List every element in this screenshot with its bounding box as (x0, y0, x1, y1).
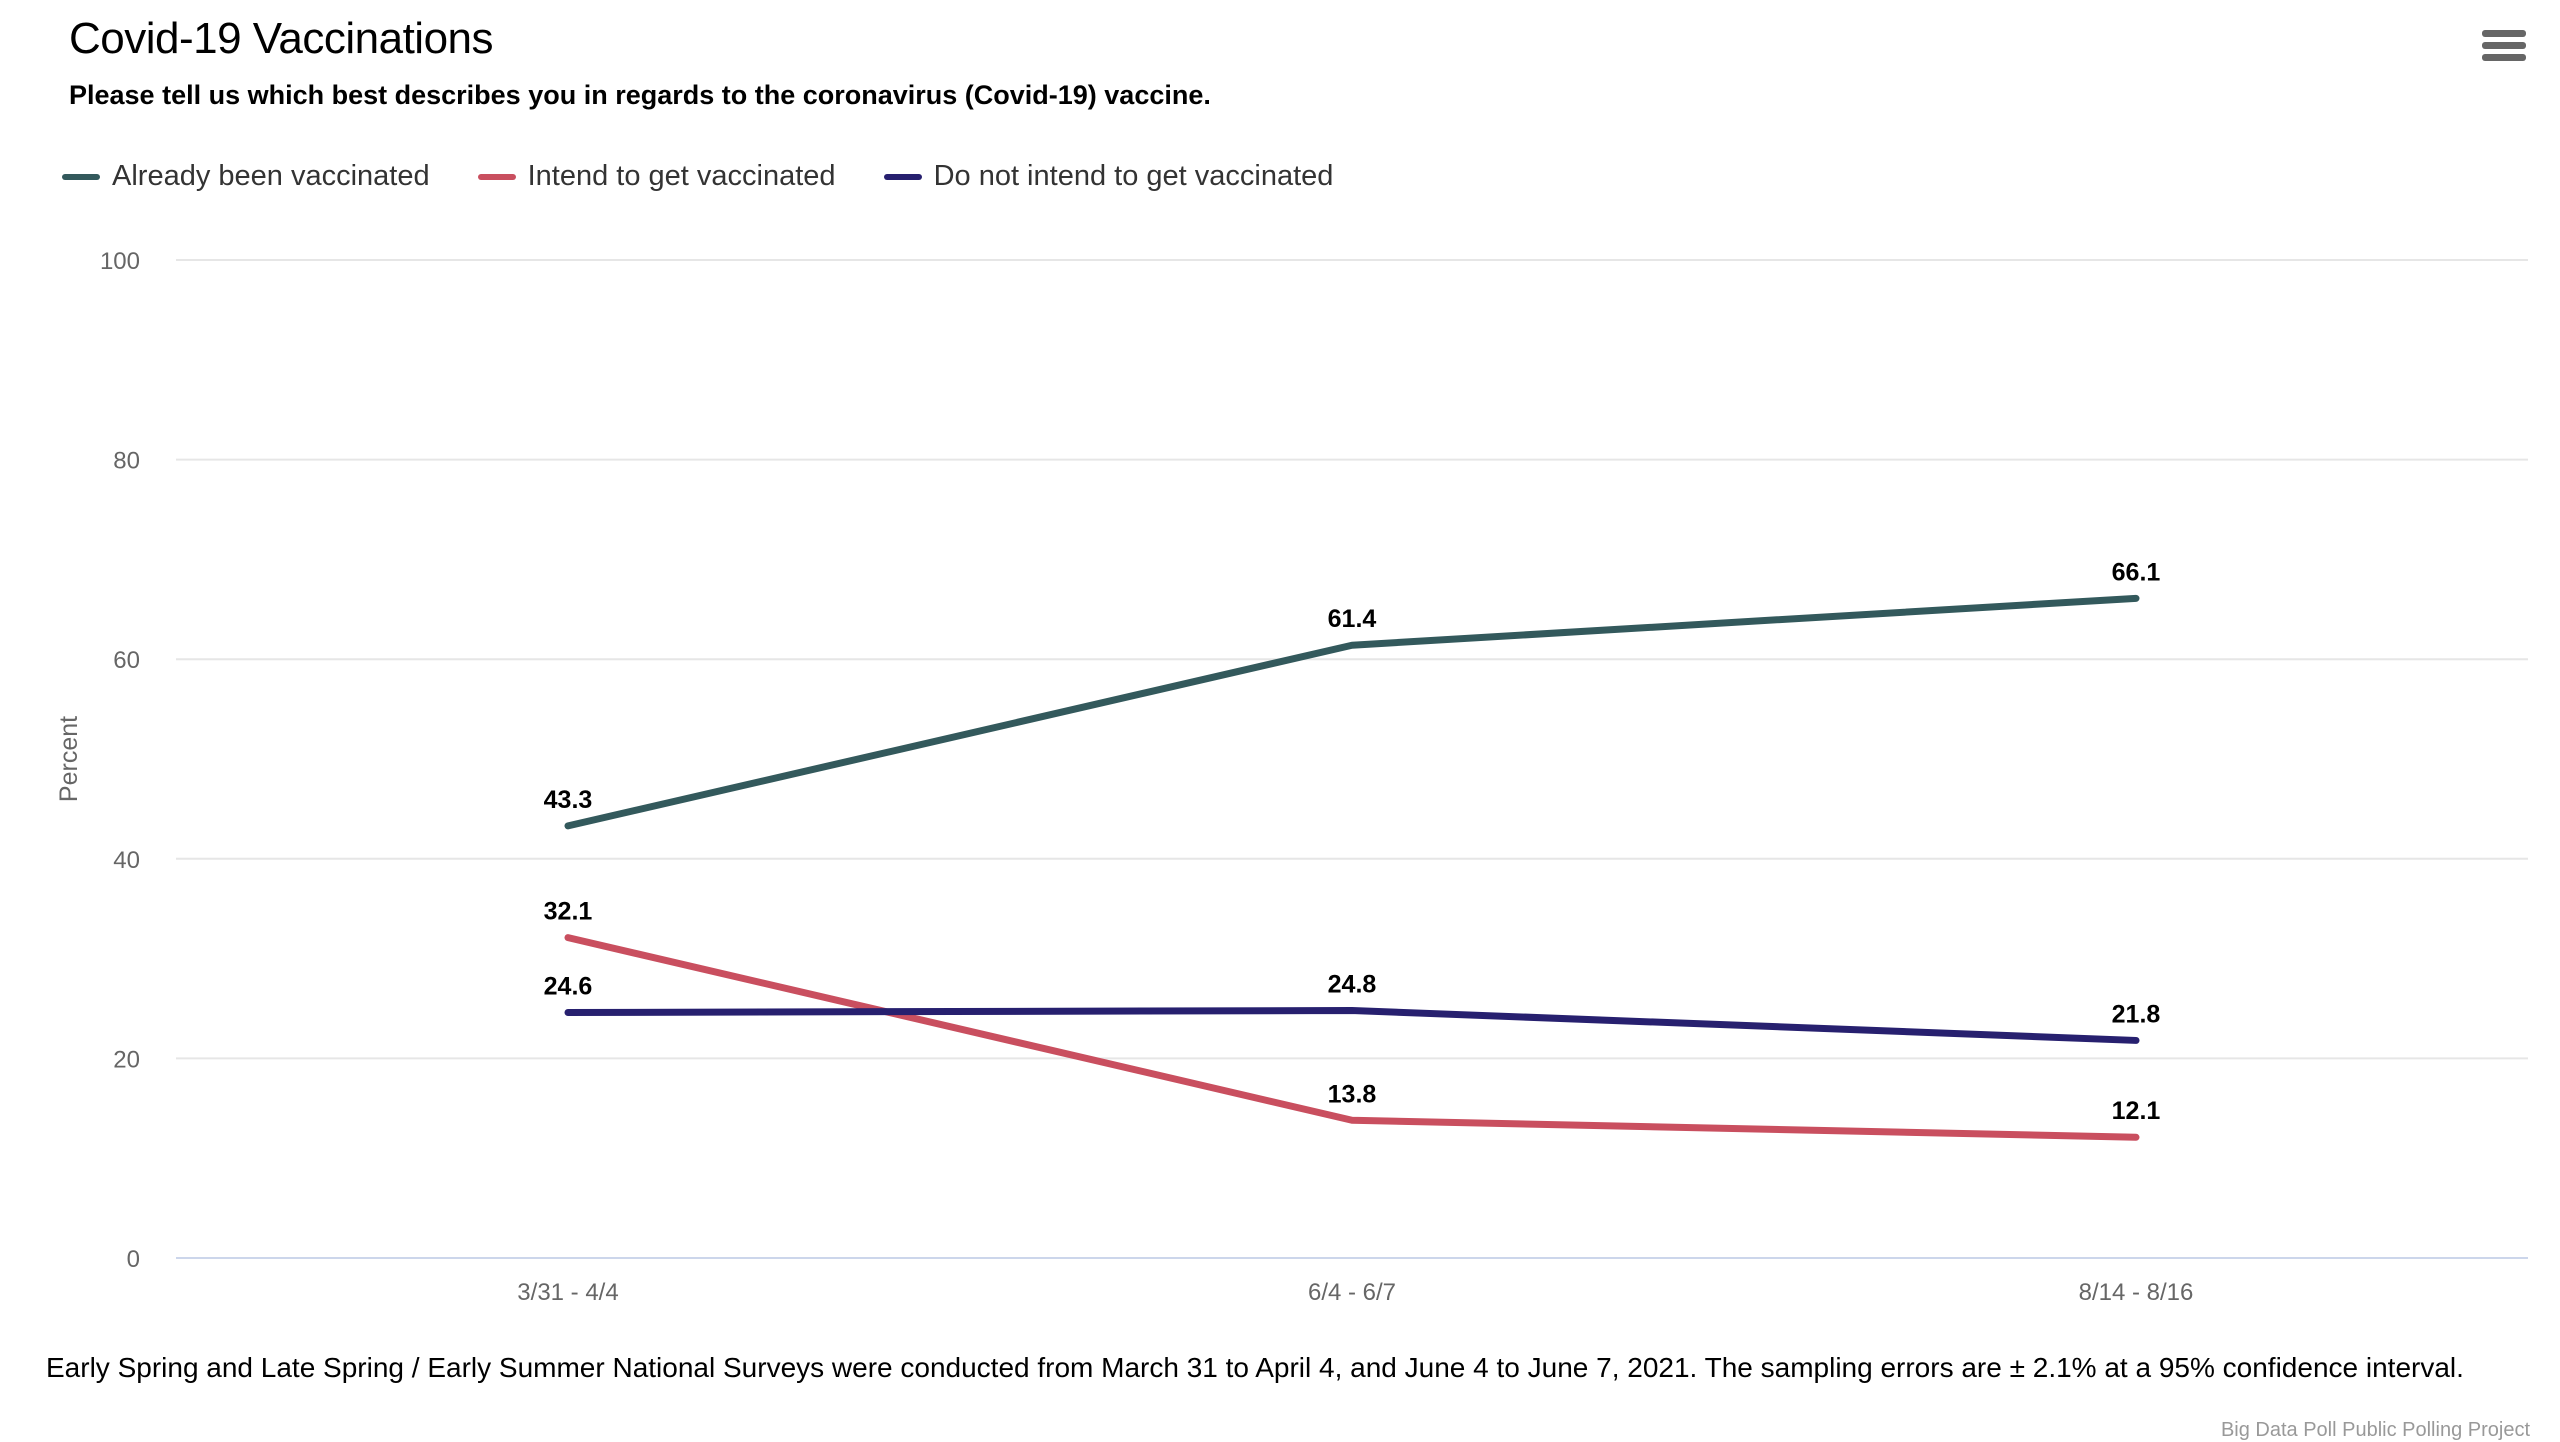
x-tick-label: 3/31 - 4/4 (517, 1279, 618, 1306)
series-line-2 (564, 1006, 2140, 1044)
data-label: 24.6 (544, 972, 593, 1000)
credits-link[interactable]: Big Data Poll Public Polling Project (2220, 1419, 2530, 1441)
series-line-1 (564, 934, 2140, 1141)
legend-label: Already been vaccinated (112, 160, 430, 192)
footnote: Early Spring and Late Spring / Early Sum… (46, 1352, 2464, 1383)
y-tick-label: 100 (100, 248, 140, 275)
data-label: 21.8 (2112, 1000, 2161, 1028)
legend-item-already-vaccinated[interactable]: Already been vaccinated (62, 160, 430, 193)
legend-label: Intend to get vaccinated (527, 160, 836, 192)
y-tick-label: 20 (113, 1046, 140, 1073)
legend: Already been vaccinated Intend to get va… (62, 160, 1381, 193)
legend-label: Do not intend to get vaccinated (933, 160, 1334, 192)
data-label: 66.1 (2112, 558, 2161, 586)
series-line-0 (564, 594, 2140, 830)
data-label: 32.1 (544, 898, 593, 926)
legend-swatch (62, 173, 100, 180)
data-label: 13.8 (1328, 1080, 1377, 1108)
legend-swatch (883, 173, 922, 180)
legend-swatch (477, 173, 516, 180)
legend-item-not-intend-vaccinated[interactable]: Do not intend to get vaccinated (883, 160, 1334, 193)
data-label: 12.1 (2112, 1097, 2161, 1125)
y-tick-label: 40 (113, 847, 140, 874)
data-label: 61.4 (1328, 605, 1377, 633)
data-label: 43.3 (544, 786, 593, 814)
data-label: 24.8 (1328, 970, 1377, 998)
line-chart: 0 20 40 60 80 100 Percent 3/31 - 4/4 6/4 - 6/7 8/… (55, 248, 2528, 1306)
chart-title: Covid-19 Vaccinations (69, 14, 494, 63)
x-tick-label: 6/4 - 6/7 (1308, 1279, 1396, 1306)
chart-subtitle: Please tell us which best describes you … (69, 80, 1211, 110)
x-tick-label: 8/14 - 8/16 (2079, 1279, 2194, 1306)
y-tick-label: 80 (113, 448, 140, 475)
y-tick-label: 60 (113, 647, 140, 674)
y-axis-title: Percent (55, 716, 83, 802)
legend-item-intend-vaccinated[interactable]: Intend to get vaccinated (477, 160, 836, 193)
y-tick-label: 0 (127, 1246, 140, 1273)
hamburger-menu-icon[interactable] (2482, 30, 2526, 68)
